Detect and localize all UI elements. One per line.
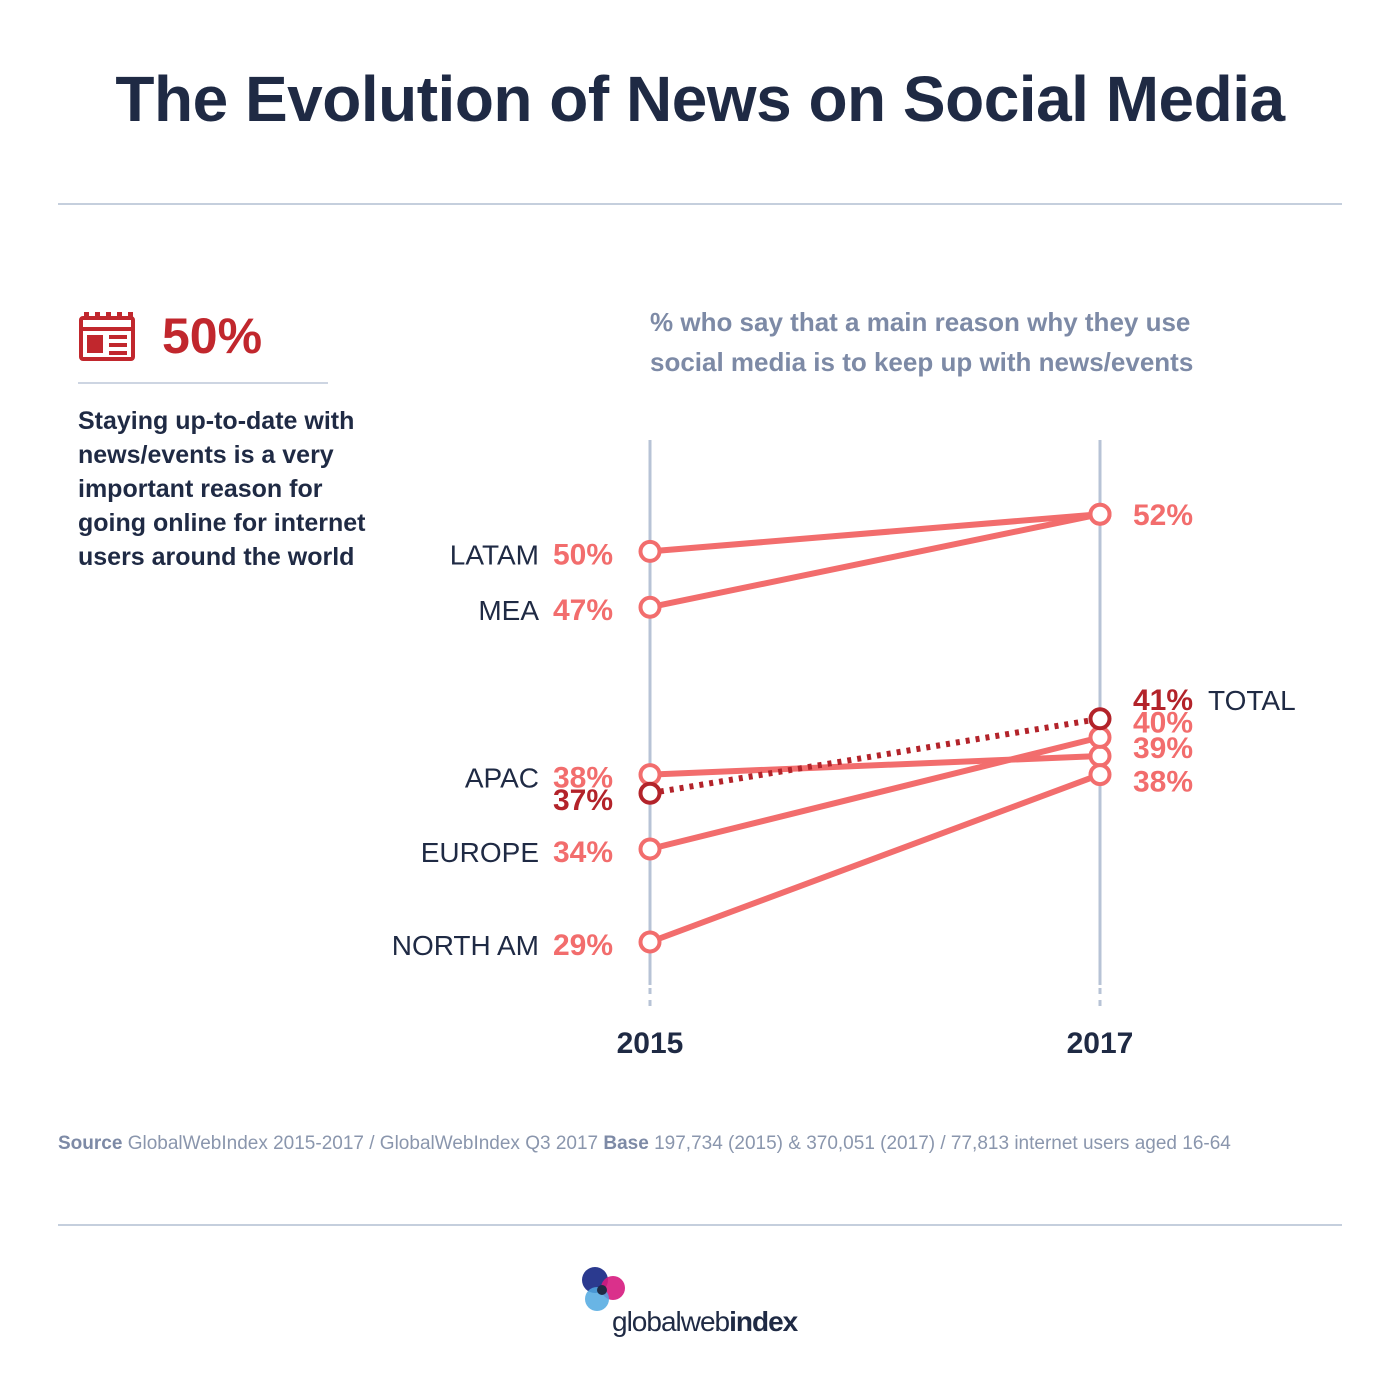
value-label-europe-2015: 34% [553, 836, 613, 869]
category-label-latam: LATAM [450, 539, 539, 570]
slope-chart: 2015 2017 50% LATAM 47% MEA 38% APAC 34% EUROPE 29… [392, 440, 1296, 1060]
source-note: Source GlobalWebIndex 2015-2017 / Global… [58, 1133, 1348, 1155]
value-label-north-am-2017: 38% [1133, 766, 1193, 799]
logo-wordmark: globalwebindex [612, 1306, 798, 1338]
data-point-north-am-2015 [638, 930, 662, 954]
value-label-mea-2015: 47% [553, 594, 613, 627]
series-line-europe [647, 734, 1103, 852]
logo-word-index: index [729, 1306, 798, 1337]
series-line-latam [647, 511, 1103, 555]
category-label-apac: APAC [465, 763, 539, 794]
data-point-europe-2017 [1088, 725, 1112, 749]
logo-word-web: web [680, 1306, 730, 1337]
x-axis-label-2017: 2017 [1067, 1027, 1134, 1060]
data-point-latam-2015 [638, 539, 662, 563]
value-label-latam-2015: 50% [553, 538, 613, 571]
category-label-europe: EUROPE [421, 837, 539, 868]
key-stat-header: 50% [78, 300, 398, 372]
category-label-north-am: NORTH AM [392, 930, 539, 961]
logo-word-global: global [612, 1306, 682, 1337]
page-title: The Evolution of News on Social Media [115, 63, 1285, 135]
value-label-total-2017: 41% [1133, 684, 1193, 717]
base-text: 197,734 (2015) & 370,051 (2017) / 77,813… [654, 1133, 1231, 1154]
key-stat-value: 50% [162, 308, 263, 364]
data-point-north-am-2017 [1088, 763, 1112, 787]
series-line-mea [647, 511, 1103, 611]
value-label-north-am-2015: 29% [553, 929, 613, 962]
value-label-latam-2017: 52% [1133, 499, 1193, 532]
value-label-apac-2015: 38% [553, 762, 613, 795]
key-stat-panel: 50% Staying up-to-date with news/events … [78, 300, 398, 574]
bottom-divider [58, 1224, 1342, 1226]
source-label: Source [58, 1133, 123, 1154]
data-point-europe-2015 [638, 837, 662, 861]
data-point-apac-2017 [1088, 744, 1112, 768]
top-divider [58, 203, 1342, 205]
series-line-north-am [647, 771, 1103, 945]
globalwebindex-logo: globalwebindex [580, 1266, 840, 1346]
data-point-mea-2015 [638, 595, 662, 619]
category-label-total: TOTAL [1208, 685, 1296, 716]
newspaper-icon [79, 312, 135, 361]
data-point-mea-2017 [1088, 502, 1112, 526]
series-line-apac [647, 753, 1103, 778]
series-line-total [649, 715, 1101, 797]
value-label-total-2015: 37% [553, 784, 613, 817]
base-label: Base [603, 1133, 649, 1154]
data-point-total-2015 [638, 781, 662, 805]
logo-mark-icon [582, 1267, 625, 1311]
x-axis-label-2015: 2015 [617, 1027, 684, 1060]
key-stat-divider [78, 382, 328, 384]
data-point-total-2017 [1088, 707, 1112, 731]
category-label-mea: MEA [478, 595, 539, 626]
chart-subtitle: % who say that a main reason why they us… [650, 307, 1194, 377]
value-label-apac-2017: 39% [1133, 732, 1193, 765]
key-stat-description: Staying up-to-date with news/events is a… [78, 407, 366, 571]
data-point-apac-2015 [638, 763, 662, 787]
value-label-europe-2017: 40% [1133, 706, 1193, 739]
source-text: GlobalWebIndex 2015-2017 / GlobalWebInde… [127, 1133, 599, 1154]
